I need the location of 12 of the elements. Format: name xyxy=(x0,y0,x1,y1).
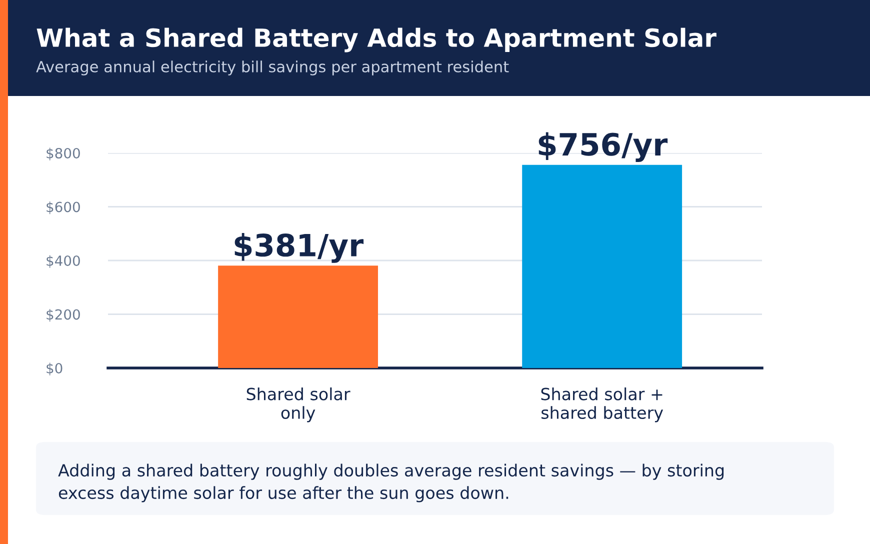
y-tick-label: $200 xyxy=(46,308,80,322)
y-tick-label: $0 xyxy=(46,362,62,376)
x-tick-label: Shared solar only xyxy=(246,387,350,422)
x-tick-label: Shared solar + shared battery xyxy=(541,387,664,422)
data-label: $381/yr xyxy=(234,233,364,263)
y-tick-label: $600 xyxy=(46,201,80,214)
chart-title: What a Shared Battery Adds to Apartment Solar xyxy=(36,28,716,52)
text: Adding a shared battery roughly doubles average resident savings — by storing excess daytime solar for use after the sun goes down. xyxy=(58,464,724,502)
data-label: $756/yr xyxy=(538,132,668,162)
chart-subtitle: Average annual electricity bill savings per apartment resident xyxy=(36,60,509,76)
y-tick-label: $800 xyxy=(46,148,80,160)
y-tick-label: $400 xyxy=(46,255,80,268)
